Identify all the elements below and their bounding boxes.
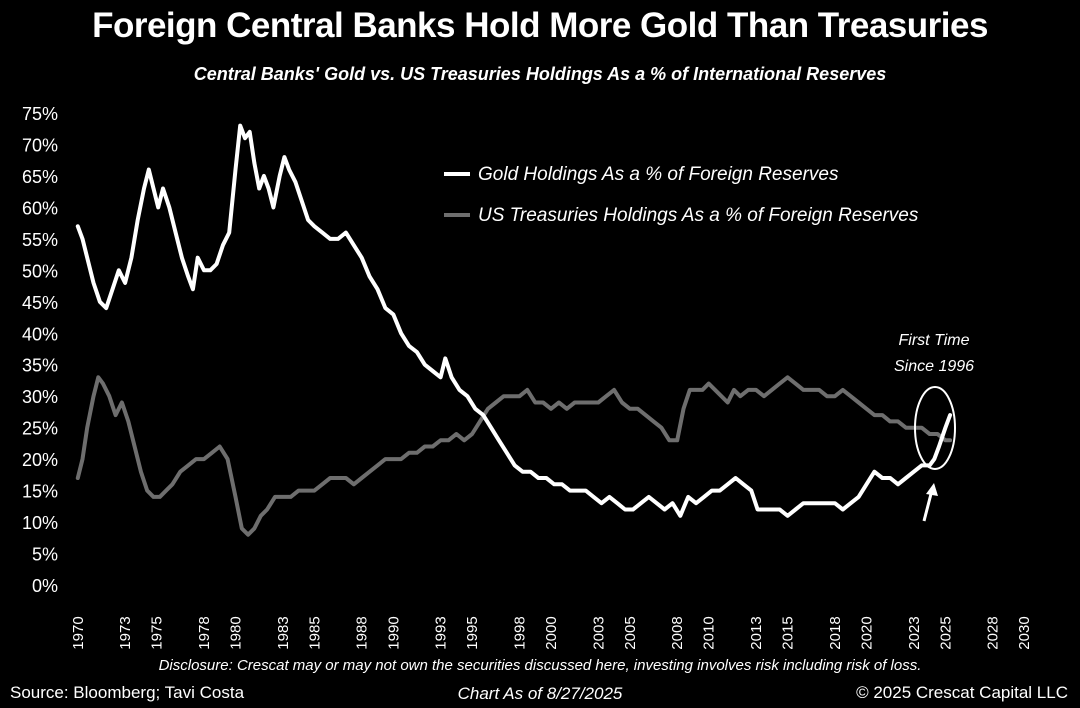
x-tick-label: 1970 xyxy=(70,616,87,649)
x-tick-label: 1998 xyxy=(511,616,528,649)
highlight-ellipse xyxy=(914,386,956,470)
x-tick-label: 2025 xyxy=(937,616,954,649)
y-tick-label: 45% xyxy=(22,293,58,313)
legend-label-treasuries: US Treasuries Holdings As a % of Foreign… xyxy=(478,205,919,226)
y-tick-label: 50% xyxy=(22,261,58,281)
x-tick-label: 1980 xyxy=(228,616,245,649)
copyright-text: © 2025 Crescat Capital LLC xyxy=(856,683,1068,702)
x-tick-label: 2023 xyxy=(906,616,923,649)
chart-date-text: Chart As of 8/27/2025 xyxy=(457,684,623,703)
annotation-line-1: First Time xyxy=(899,332,970,349)
x-tick-label: 2005 xyxy=(622,616,639,649)
series-line-treasuries xyxy=(75,375,953,537)
x-tick-label: 1973 xyxy=(117,616,134,649)
y-tick-label: 75% xyxy=(22,104,58,124)
x-tick-label: 2000 xyxy=(543,616,560,649)
disclosure-text: Disclosure: Crescat may or may not own t… xyxy=(158,657,922,674)
x-tick-label: 2030 xyxy=(1016,616,1033,649)
legend-label-gold: Gold Holdings As a % of Foreign Reserves xyxy=(478,164,839,185)
x-tick-label: 2010 xyxy=(701,616,718,649)
legend: Gold Holdings As a % of Foreign Reserves… xyxy=(444,164,919,226)
x-axis: 1970 1973 1975 1978 1980 1983 1985 1988 1990 1993… xyxy=(70,616,1033,649)
x-tick-label: 2020 xyxy=(858,616,875,649)
x-tick-label: 1988 xyxy=(354,616,371,649)
x-tick-label: 2013 xyxy=(748,616,765,649)
y-tick-label: 30% xyxy=(22,387,58,407)
x-tick-label: 1995 xyxy=(464,616,481,649)
source-text: Source: Bloomberg; Tavi Costa xyxy=(10,683,245,702)
chart-subtitle: Central Banks' Gold vs. US Treasuries Ho… xyxy=(193,64,887,84)
x-tick-label: 1990 xyxy=(385,616,402,649)
x-tick-label: 1993 xyxy=(433,616,450,649)
y-tick-label: 5% xyxy=(32,545,58,565)
y-tick-label: 40% xyxy=(22,324,58,344)
x-tick-label: 2003 xyxy=(590,616,607,649)
y-tick-label: 55% xyxy=(22,230,58,250)
y-tick-label: 60% xyxy=(22,198,58,218)
x-tick-label: 2028 xyxy=(985,616,1002,649)
x-tick-label: 1985 xyxy=(306,616,323,649)
chart-title: Foreign Central Banks Hold More Gold Tha… xyxy=(92,6,988,45)
x-tick-label: 1975 xyxy=(149,616,166,649)
y-tick-label: 0% xyxy=(32,576,58,596)
series-layer xyxy=(75,123,953,537)
y-tick-label: 20% xyxy=(22,450,58,470)
series-line-gold xyxy=(75,123,953,518)
x-tick-label: 1978 xyxy=(196,616,213,649)
y-tick-label: 35% xyxy=(22,356,58,376)
x-tick-label: 2008 xyxy=(669,616,686,649)
annotation-arrowhead xyxy=(926,483,938,496)
crossover-annotation: First Time Since 1996 xyxy=(894,332,974,522)
y-tick-label: 65% xyxy=(22,167,58,187)
y-axis: 0% 5% 10% 15% 20% 25% 30% 35% 40% 45% 50% 55% 60% 65%… xyxy=(22,104,58,596)
y-tick-label: 70% xyxy=(22,135,58,155)
y-tick-label: 10% xyxy=(22,513,58,533)
annotation-line-2: Since 1996 xyxy=(894,358,974,375)
y-tick-label: 25% xyxy=(22,419,58,439)
x-tick-label: 2015 xyxy=(780,616,797,649)
x-tick-label: 1983 xyxy=(275,616,292,649)
x-tick-label: 2018 xyxy=(827,616,844,649)
y-tick-label: 15% xyxy=(22,482,58,502)
annotation-arrow xyxy=(922,489,934,522)
